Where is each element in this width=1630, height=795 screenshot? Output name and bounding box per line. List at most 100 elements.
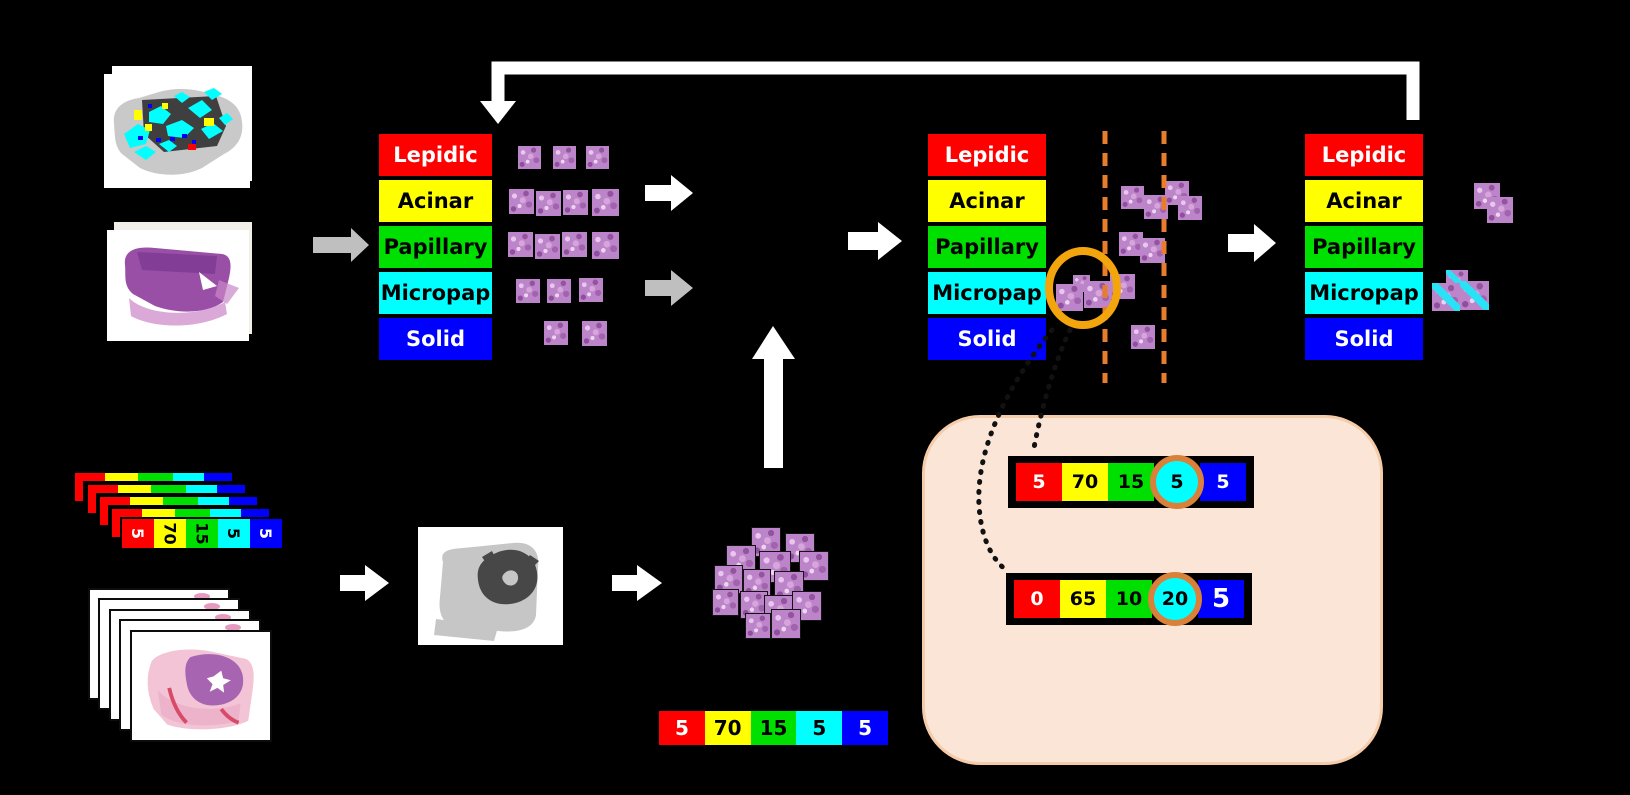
gray-right-arrow [313,228,369,262]
gray-right-arrow [645,270,693,306]
segmentation-mask-card [418,527,563,645]
ratio-value: 5 [812,716,827,740]
negative-labeled-patch [1460,281,1489,310]
annotation-slide-card [104,74,250,188]
class-label: Acinar [949,189,1025,213]
ratio-value: 10 [1115,588,1143,610]
class-row-solid: Solid [928,318,1046,360]
ratio-value: 15 [1117,471,1145,493]
estimation-bar: 0 65 10 20 5 [1006,572,1252,626]
class-label: Solid [1334,327,1394,351]
slide-label-bar [88,485,245,513]
class-row-papillary: Papillary [928,226,1046,268]
acinar-annotations [134,103,214,131]
feedback-loop-arrow [480,61,1420,124]
class-row-papillary: Papillary [1305,226,1423,268]
micropap-annotations [124,88,233,160]
class-row-lepidic: Lepidic [928,134,1046,176]
ratio-value: 5 [1170,471,1184,493]
ratio-value: 20 [1161,588,1189,610]
white-right-arrow [645,175,693,211]
negative-labeled-patch [1432,283,1460,311]
tissue-patch [508,232,533,257]
class-row-lepidic: Lepidic [379,134,492,176]
white-right-arrow [612,565,662,601]
tissue-patch [743,569,771,597]
slide-label-bar [100,497,257,525]
class-row-papillary: Papillary [379,226,492,268]
tissue-patch [714,565,743,594]
class-label: Lepidic [393,143,478,167]
class-label: Micropap [380,281,491,305]
wsi-slide-card-front [130,630,272,742]
tissue-patch [1056,284,1083,311]
tissue-patch [1110,274,1135,299]
he-slide-image [124,247,239,326]
tissue-patch [582,321,607,346]
class-label: Papillary [1312,235,1416,259]
ratio-value: 70 [160,522,180,545]
tissue-patch [745,613,771,639]
slide-label-bar [75,473,232,501]
class-label: Papillary [935,235,1039,259]
class-bar-prediction: Lepidic Acinar Papillary Micropap Solid [928,134,1046,360]
tissue-patch [516,279,540,303]
tissue-patch [1121,186,1144,209]
class-row-acinar: Acinar [928,180,1046,222]
tissue-patch [592,232,619,259]
ratio-value: 5 [128,527,148,540]
class-label: Acinar [1326,189,1402,213]
wsi-tissue-image [147,649,254,730]
tissue-patch [562,232,587,257]
tissue-patch [751,527,781,557]
ratio-value: 5 [1216,471,1230,493]
tissue-patch [536,191,561,216]
class-label: Solid [957,327,1017,351]
tissue-patch [547,279,571,303]
white-up-arrow [752,326,795,468]
highlighted-micropap-value-circle: 5 [1150,455,1204,509]
highlighted-micropap-value-circle: 20 [1148,572,1202,626]
tissue-patch [579,278,603,302]
ratio-value: 5 [1032,471,1046,493]
annotation-map-image [113,88,243,175]
class-bar-training: Lepidic Acinar Papillary Micropap Solid [379,134,492,360]
class-label: Solid [406,327,465,351]
class-row-micropap: Micropap [1305,272,1423,314]
tissue-patch [535,234,560,259]
class-label: Micropap [1309,281,1419,305]
tissue-patch [1487,197,1513,223]
he-slide-card [107,230,249,341]
tissue-patch [592,189,619,216]
tissue-patch [518,146,541,169]
solid-annotations [138,104,196,144]
ratio-value: 5 [224,527,244,540]
ratio-value: 5 [256,527,276,540]
class-label: Lepidic [944,143,1030,167]
slide-label-bar-front: 5 70 15 5 5 [122,519,282,548]
class-label: Micropap [932,281,1042,305]
tissue-patch [544,321,568,345]
tissue-patch [1140,238,1165,263]
class-row-acinar: Acinar [1305,180,1423,222]
segmentation-mask-image [434,542,539,641]
bag-label-bar: 5 70 15 5 5 [659,711,888,745]
tissue-patch [1119,232,1143,256]
class-label: Lepidic [1321,143,1407,167]
class-row-micropap: Micropap [379,272,492,314]
ratio-value: 65 [1069,588,1097,610]
tissue-patch [1131,325,1155,349]
class-row-micropap: Micropap [928,272,1046,314]
ground-truth-bar: 5 70 15 5 5 [1008,455,1254,509]
ratio-value: 5 [674,716,689,740]
white-right-arrow [340,565,389,601]
class-row-acinar: Acinar [379,180,492,222]
ratio-value: 70 [1071,471,1099,493]
ratio-value: 5 [1211,584,1231,614]
ratio-value: 15 [759,716,788,740]
tissue-patch [740,591,768,619]
slide-label-bar [112,509,269,537]
class-row-lepidic: Lepidic [1305,134,1423,176]
tissue-patch [586,146,609,169]
